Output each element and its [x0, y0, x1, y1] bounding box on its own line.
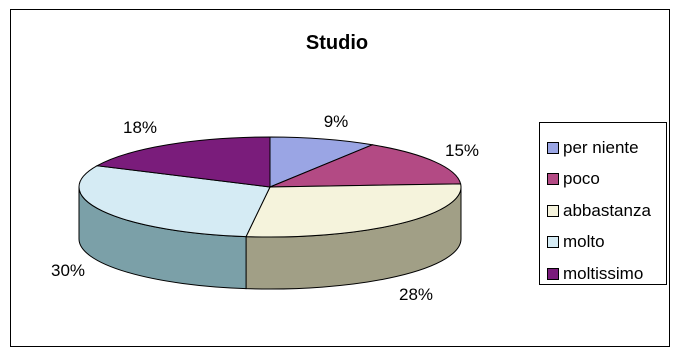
legend-item-moltissimo: moltissimo: [547, 258, 666, 290]
legend-label: molto: [563, 232, 605, 252]
data-label-2: 28%: [399, 285, 433, 304]
pie-slice-moltissimo: [95, 136, 271, 188]
legend: per niente poco abbastanza molto moltiss…: [539, 122, 667, 285]
legend-swatch: [547, 173, 559, 186]
legend-swatch: [547, 236, 559, 249]
legend-swatch: [547, 267, 559, 280]
legend-swatch: [547, 204, 559, 217]
data-label-3: 30%: [51, 261, 85, 280]
pie-slice-per-niente: [269, 136, 375, 188]
legend-item-abbastanza: abbastanza: [547, 195, 666, 227]
legend-label: moltissimo: [563, 263, 644, 283]
slice-labels: 9% 15% 28% 30% 18%: [51, 112, 479, 304]
legend-swatch: [547, 141, 559, 154]
legend-item-per-niente: per niente: [547, 132, 666, 164]
data-label-1: 15%: [445, 141, 479, 160]
legend-label: poco: [563, 169, 600, 189]
data-label-0: 9%: [324, 112, 349, 131]
legend-item-poco: poco: [547, 164, 666, 196]
pie-slices: [78, 136, 462, 238]
pie-slice-molto: [78, 165, 271, 238]
pie-slice-abbastanza: [245, 183, 462, 238]
pie-slice-poco: [269, 144, 462, 188]
legend-item-molto: molto: [547, 227, 666, 259]
legend-label: abbastanza: [563, 200, 651, 220]
chart-title: Studio: [305, 32, 369, 54]
legend-label: per niente: [563, 137, 639, 157]
data-label-4: 18%: [123, 118, 157, 137]
